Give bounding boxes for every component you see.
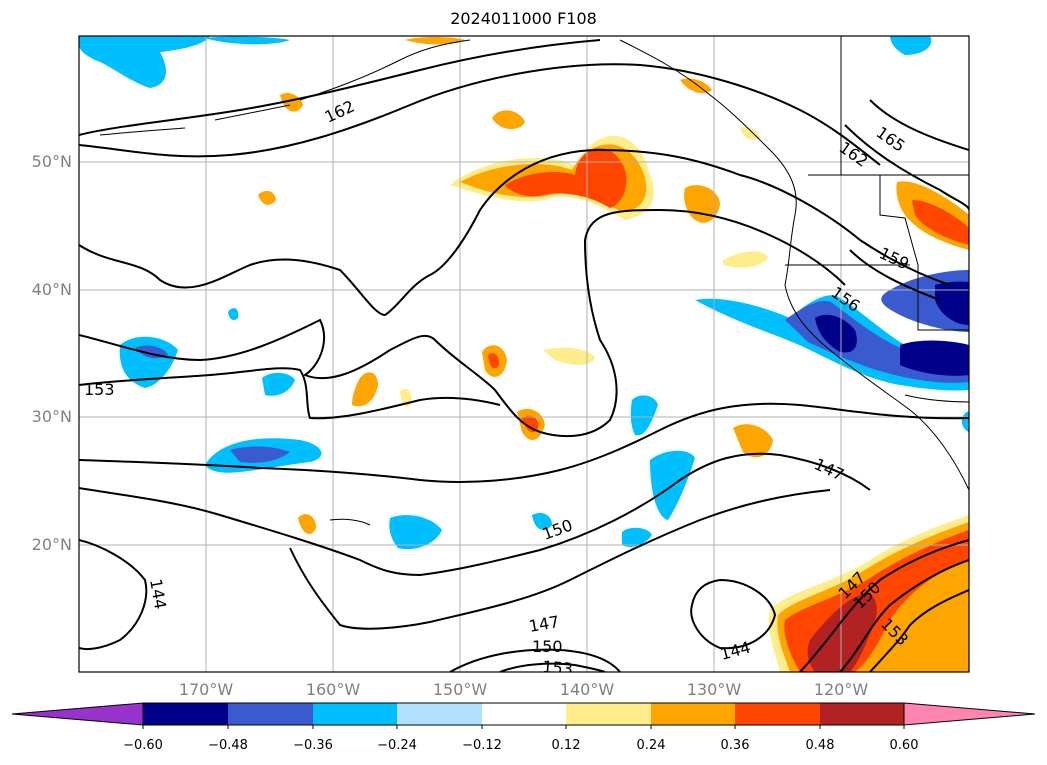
colorbar-segment xyxy=(143,703,228,725)
negative-anomaly-shading xyxy=(79,36,969,550)
colorbar-segment xyxy=(820,703,904,725)
colorbar-segment xyxy=(651,703,735,725)
colorbar-tick-label: 0.24 xyxy=(636,738,666,753)
graticule xyxy=(79,36,969,672)
map-area: 162 165 162 159 156 153 150 147 147 150 … xyxy=(79,36,969,679)
contour-label: 150 xyxy=(532,637,563,656)
colorbar-tick-label: −0.12 xyxy=(462,738,502,753)
map-title: 2024011000 F108 xyxy=(450,9,597,28)
colorbar-extend-low xyxy=(11,702,144,726)
lat-label: 50°N xyxy=(31,152,72,171)
lon-label: 160°W xyxy=(305,680,361,699)
contour-label: 153 xyxy=(542,657,574,679)
lon-label: 120°W xyxy=(813,680,869,699)
colorbar-tick-label: −0.48 xyxy=(208,738,248,753)
colorbar-segment xyxy=(566,703,651,725)
colorbar-tick-label: 0.36 xyxy=(720,738,750,753)
lat-label: 40°N xyxy=(31,280,72,299)
colorbar xyxy=(11,702,1036,729)
lon-label: 130°W xyxy=(686,680,742,699)
colorbar-extend-high xyxy=(903,702,1036,726)
colorbar-tick-label: −0.60 xyxy=(123,738,163,753)
positive-anomaly-shading xyxy=(258,37,969,672)
colorbar-segment xyxy=(397,703,482,725)
lon-label: 150°W xyxy=(432,680,488,699)
colorbar-segment xyxy=(482,703,566,725)
lon-label: 170°W xyxy=(178,680,234,699)
colorbar-tick-label: −0.24 xyxy=(377,738,417,753)
coastlines xyxy=(99,36,969,526)
map-frame xyxy=(78,35,970,673)
colorbar-segment xyxy=(313,703,397,725)
colorbar-tick-label: 0.48 xyxy=(805,738,835,753)
colorbar-tick-label: 0.60 xyxy=(889,738,919,753)
lat-label: 30°N xyxy=(31,407,72,426)
contour-label: 153 xyxy=(84,380,115,399)
lat-label: 20°N xyxy=(31,535,72,554)
colorbar-tick-label: −0.36 xyxy=(293,738,333,753)
contours xyxy=(79,39,969,672)
colorbar-segment xyxy=(228,703,313,725)
colorbar-segment xyxy=(735,703,820,725)
colorbar-tick-label: 0.12 xyxy=(551,738,581,753)
lon-label: 140°W xyxy=(559,680,615,699)
